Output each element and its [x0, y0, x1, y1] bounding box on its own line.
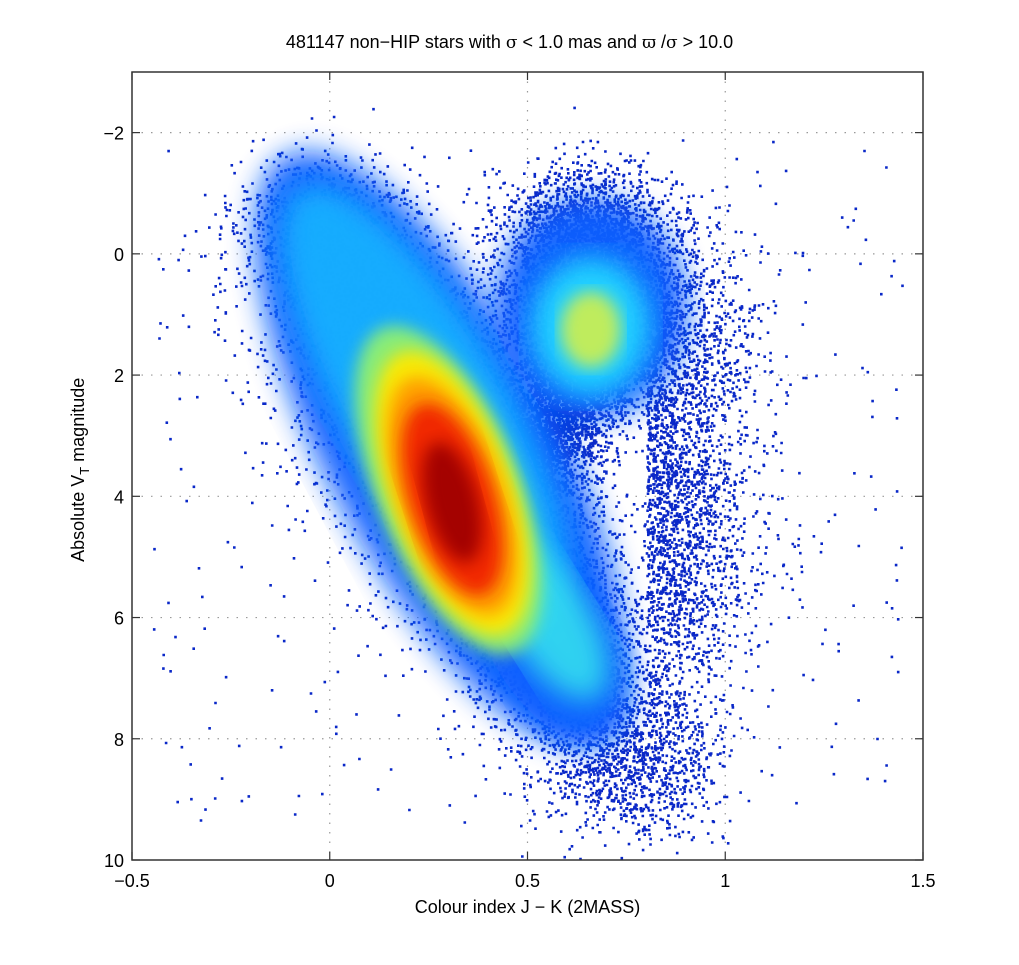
x-tick-label: 0	[325, 871, 335, 891]
x-tick-label: 1.5	[910, 871, 935, 891]
y-tick-label: 0	[114, 245, 124, 265]
chart-title: 481147 non−HIP stars with σ < 1.0 mas an…	[285, 32, 734, 53]
density-map	[255, 151, 686, 745]
x-axis-label: Colour index J − K (2MASS)	[414, 897, 641, 917]
tick-labels: −0.5 0 0.5 1 1.5 −2 0 2 4 6 8 10	[103, 124, 935, 891]
x-tick-label: 1	[720, 871, 730, 891]
x-tick-label: −0.5	[114, 871, 150, 891]
tick-marks	[131, 72, 924, 861]
y-axis-label: Absolute VT magnitude	[68, 377, 92, 562]
y-tick-label: 2	[114, 366, 124, 386]
y-tick-label: 8	[114, 730, 124, 750]
x-tick-label: 0.5	[515, 871, 540, 891]
y-tick-label: 10	[104, 851, 124, 871]
y-tick-label: −2	[103, 124, 124, 144]
y-tick-label: 4	[114, 487, 124, 507]
y-tick-label: 6	[114, 609, 124, 629]
